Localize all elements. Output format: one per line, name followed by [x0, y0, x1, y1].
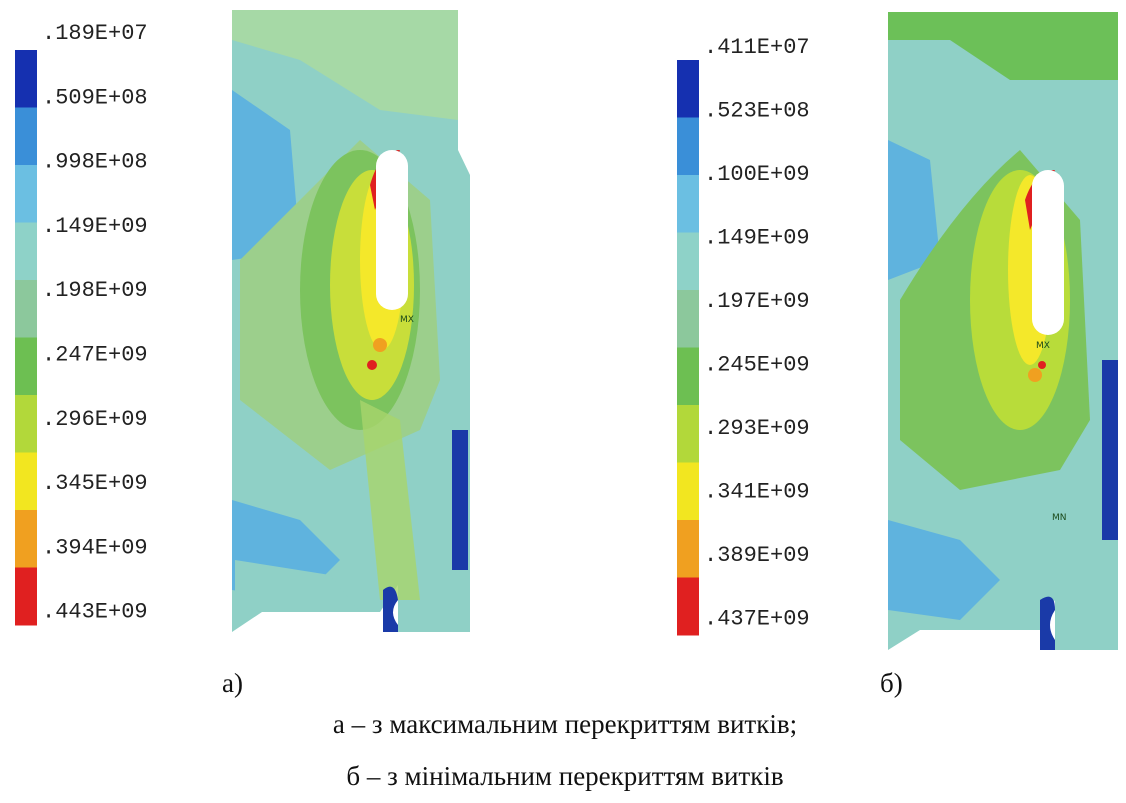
colorbar-segment [15, 165, 37, 223]
colorbar-segment [15, 395, 37, 453]
contour-plot-a: MX [232, 10, 470, 632]
colorbar-segment [677, 290, 699, 348]
colorbar-segment [677, 405, 699, 463]
colorbar-label: .437E+09 [704, 607, 810, 632]
colorbar-label: .411E+07 [704, 35, 810, 60]
colorbar-segment [677, 118, 699, 176]
caption-line: а – з максимальним перекриттям витків; [333, 709, 797, 739]
colorbar-label: .189E+07 [42, 21, 148, 46]
marker-label: MX [1036, 341, 1050, 351]
colorbar-label: .149E+09 [42, 214, 148, 239]
colorbar-segment [677, 463, 699, 521]
colorbar-segment [677, 175, 699, 233]
colorbar-segment [15, 510, 37, 568]
colorbar-segment [677, 520, 699, 578]
colorbar-label: .100E+09 [704, 162, 810, 187]
colorbar-segment [15, 280, 37, 338]
colorbar-label: .296E+09 [42, 407, 148, 432]
caption-line: б – з мінімальним перекриттям витків [346, 761, 783, 791]
contour-plot-b: MX MN [888, 12, 1118, 650]
colorbar-label: .443E+09 [42, 600, 148, 625]
colorbar-segment [677, 60, 699, 118]
colorbar-label: .149E+09 [704, 226, 810, 251]
colorbar-label: .198E+09 [42, 278, 148, 303]
colorbar-segment [15, 568, 37, 626]
colorbar-label: .345E+09 [42, 471, 148, 496]
colorbar-label: .394E+09 [42, 535, 148, 560]
colorbar-label: .523E+08 [704, 99, 810, 124]
colorbar-segment [677, 348, 699, 406]
colorbar-label: .389E+09 [704, 543, 810, 568]
colorbar-segment [15, 223, 37, 281]
figure: MX MX MN а) б) а – з максимальним перекр… [0, 0, 1126, 803]
colorbar-segment [677, 233, 699, 291]
colorbar-segment [677, 578, 699, 636]
panel-label: а) [222, 668, 243, 698]
marker-label: MX [400, 315, 414, 325]
colorbar-segment [15, 453, 37, 511]
colorbar-label: .245E+09 [704, 353, 810, 378]
colorbar-label: .341E+09 [704, 480, 810, 505]
colorbar-label: .998E+08 [42, 150, 148, 175]
colorbar-label: .247E+09 [42, 343, 148, 368]
colorbar-segment [15, 108, 37, 166]
colorbar-segment [15, 50, 37, 108]
panel-label: б) [880, 668, 903, 698]
colorbar-label: .293E+09 [704, 416, 810, 441]
colorbar-label: .197E+09 [704, 289, 810, 314]
marker-label: MN [1052, 513, 1067, 523]
colorbar-label: .509E+08 [42, 85, 148, 110]
colorbar-segment [15, 338, 37, 396]
